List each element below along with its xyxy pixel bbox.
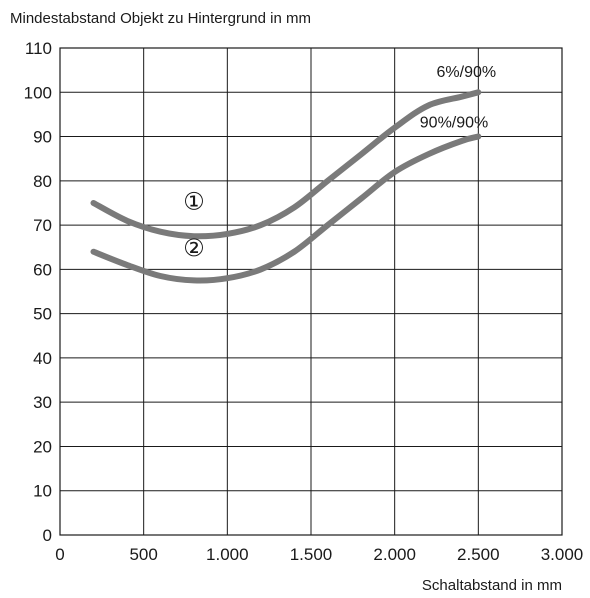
plot-border	[59, 47, 563, 536]
series-line	[90, 133, 482, 284]
y-tick-label: 40	[33, 349, 52, 368]
series-line	[90, 89, 482, 240]
series-marker: ①	[183, 188, 205, 216]
y-tick-label: 60	[33, 260, 52, 279]
y-tick-label: 50	[33, 305, 52, 324]
y-tick-label: 110	[25, 39, 52, 58]
x-axis-title: Schaltabstand in mm	[422, 577, 562, 594]
series-label: 90%/90%	[420, 115, 489, 132]
x-tick-label: 500	[129, 545, 157, 564]
y-tick-label: 100	[24, 83, 52, 102]
y-tick-label: 30	[33, 393, 52, 412]
series-label: 6%/90%	[437, 64, 497, 81]
x-tick-label: 3.000	[541, 545, 584, 564]
y-axis-title: Mindestabstand Objekt zu Hintergrund in …	[10, 10, 311, 27]
x-tick-label: 0	[55, 545, 64, 564]
y-axis-ticks: 0 10 20 30 40 50 60 70 80 90 100 110	[24, 39, 52, 545]
series-marker: ②	[183, 234, 205, 262]
series-lines	[90, 89, 482, 284]
x-axis-ticks: 0 500 1.000 1.500 2.000 2.500 3.000	[55, 545, 583, 564]
y-tick-label: 80	[33, 172, 52, 191]
y-tick-label: 0	[43, 526, 52, 545]
x-tick-label: 1.500	[290, 545, 333, 564]
x-tick-label: 2.000	[373, 545, 416, 564]
x-tick-label: 2.500	[457, 545, 500, 564]
series-annotations: ① 6%/90% ② 90%/90%	[183, 64, 496, 262]
y-tick-label: 90	[33, 128, 52, 147]
y-tick-label: 20	[33, 437, 52, 456]
plot-frame	[59, 47, 563, 536]
y-tick-label: 70	[33, 216, 52, 235]
y-tick-label: 10	[33, 482, 52, 501]
x-tick-label: 1.000	[206, 545, 249, 564]
